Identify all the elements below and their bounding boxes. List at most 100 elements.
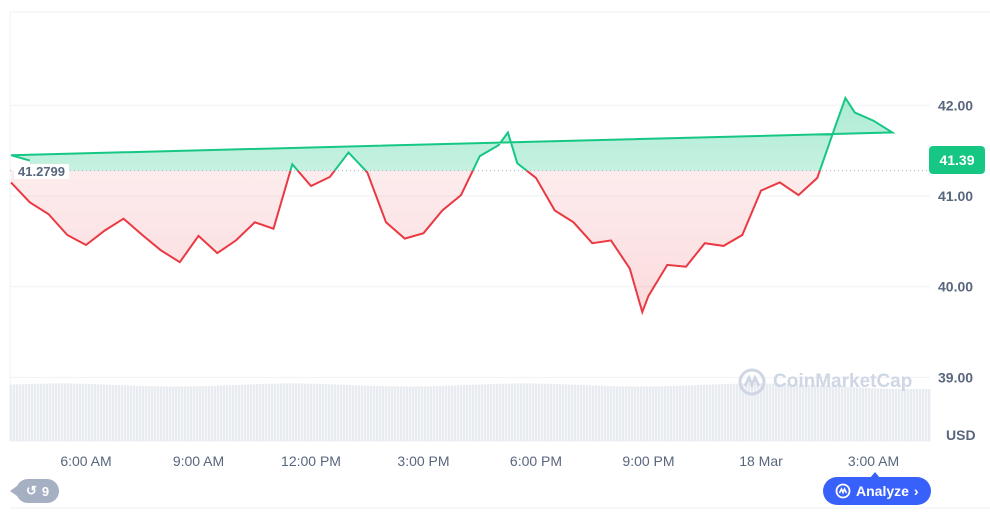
volume-bar	[103, 384, 106, 441]
volume-bar	[145, 386, 148, 441]
volume-bar	[151, 386, 154, 441]
volume-bar	[922, 388, 925, 441]
volume-bar	[430, 386, 433, 441]
volume-bar	[712, 384, 715, 441]
volume-bar	[172, 386, 175, 441]
volume-bar	[343, 384, 346, 441]
volume-bar	[217, 385, 220, 441]
last-price-badge: 41.39	[929, 146, 985, 174]
volume-bar	[346, 384, 349, 441]
volume-bar	[190, 386, 193, 441]
volume-bar	[634, 386, 637, 441]
volume-bar	[472, 384, 475, 441]
volume-bar	[436, 386, 439, 441]
y-tick-label: 41.00	[938, 188, 973, 204]
reference-price-label: 41.2799	[14, 164, 69, 179]
volume-bar	[187, 386, 190, 441]
volume-bar	[397, 386, 400, 441]
volume-bar	[808, 384, 811, 441]
volume-bar	[475, 384, 478, 441]
volume-bar	[730, 383, 733, 441]
volume-bar	[310, 383, 313, 441]
volume-bar	[799, 384, 802, 441]
volume-bar	[778, 383, 781, 441]
volume-bar	[583, 385, 586, 441]
volume-bar	[550, 383, 553, 441]
volume-bar	[13, 384, 16, 441]
volume-bar	[250, 384, 253, 441]
volume-bar	[70, 383, 73, 441]
watermark-text: CoinMarketCap	[773, 371, 913, 392]
volume-bar	[259, 384, 262, 441]
volume-bar	[457, 385, 460, 441]
history-button[interactable]: ↺ 9	[9, 479, 60, 503]
volume-bar	[688, 385, 691, 441]
volume-bar	[211, 385, 214, 441]
volume-bar	[790, 384, 793, 441]
volume-bar	[829, 385, 832, 441]
volume-bar	[727, 383, 730, 441]
volume-bar	[610, 386, 613, 441]
analyze-button[interactable]: Analyze ›	[823, 472, 931, 505]
volume-bar	[529, 383, 532, 441]
volume-bar	[646, 386, 649, 441]
volume-bar	[535, 383, 538, 441]
volume-bar	[139, 385, 142, 441]
volume-bar	[361, 385, 364, 441]
volume-bar	[370, 385, 373, 441]
volume-bar	[739, 383, 742, 441]
volume-bar	[127, 385, 130, 441]
volume-bar	[637, 386, 640, 441]
volume-bar	[820, 385, 823, 441]
x-tick-label: 9:00 PM	[622, 453, 674, 469]
volume-bar	[631, 386, 634, 441]
volume-bar	[691, 385, 694, 441]
volume-bar	[166, 386, 169, 441]
volume-bar	[325, 384, 328, 441]
volume-bar	[376, 386, 379, 441]
volume-bar	[76, 383, 79, 441]
volume-bar	[862, 387, 865, 441]
volume-bar	[733, 383, 736, 441]
volume-bar	[844, 386, 847, 441]
volume-bar	[454, 385, 457, 441]
volume-bar	[502, 383, 505, 441]
volume-bar	[394, 386, 397, 441]
volume-bar	[418, 386, 421, 441]
volume-bar	[274, 383, 277, 441]
volume-bar	[163, 386, 166, 441]
volume-bar	[196, 386, 199, 441]
volume-bar	[793, 384, 796, 441]
volume-bar	[478, 384, 481, 441]
volume-bar	[208, 385, 211, 441]
volume-bar	[106, 384, 109, 441]
volume-bar	[775, 383, 778, 441]
volume-bar	[514, 383, 517, 441]
volume-bar	[94, 384, 97, 441]
volume-bar	[67, 383, 70, 441]
volume-bar	[616, 386, 619, 441]
volume-bar	[832, 385, 835, 441]
volume-bar	[484, 384, 487, 441]
volume-bar	[523, 383, 526, 441]
volume-bar	[328, 384, 331, 441]
volume-bar	[28, 383, 31, 441]
volume-bar	[913, 388, 916, 441]
volume-bar	[202, 386, 205, 441]
volume-bar	[451, 385, 454, 441]
volume-bar	[742, 383, 745, 441]
volume-bar	[505, 383, 508, 441]
volume-bar	[61, 383, 64, 441]
volume-bar	[655, 386, 658, 441]
volume-bar	[772, 383, 775, 441]
volume-bar	[55, 383, 58, 441]
x-tick-label: 6:00 AM	[60, 453, 111, 469]
volume-bar	[388, 386, 391, 441]
volume-bar	[49, 383, 52, 441]
volume-bar	[160, 386, 163, 441]
volume-bar	[298, 383, 301, 441]
volume-bar	[439, 385, 442, 441]
x-tick-label: 9:00 AM	[173, 453, 224, 469]
volume-bar	[865, 387, 868, 441]
